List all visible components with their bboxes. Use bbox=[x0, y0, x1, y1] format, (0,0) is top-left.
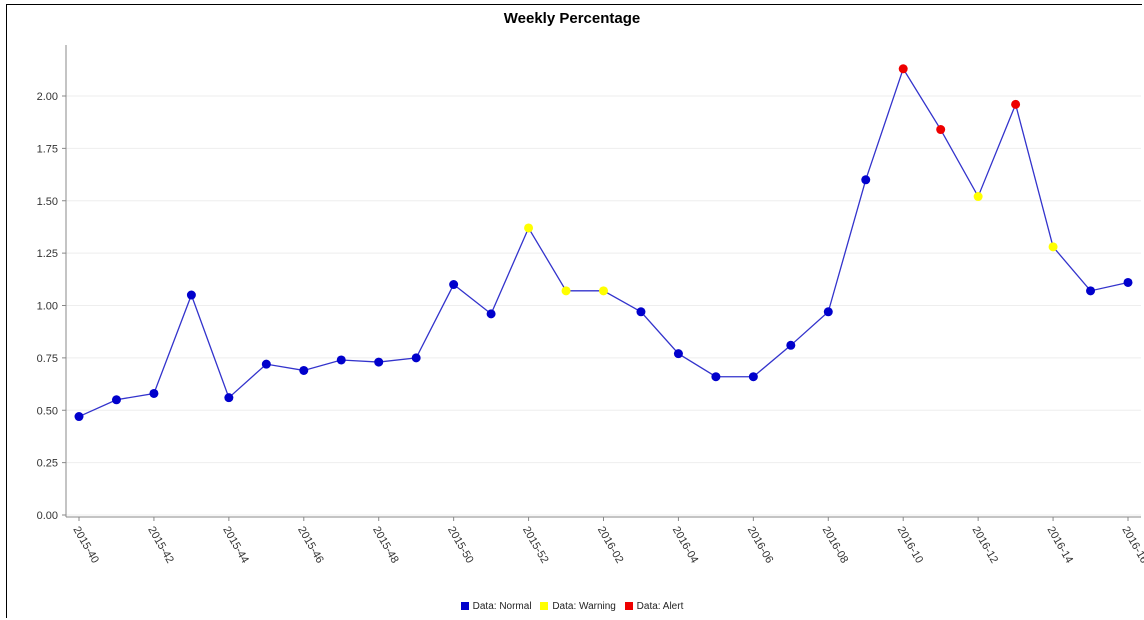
xtick-label: 2015-44 bbox=[220, 525, 251, 566]
xtick-label: 2015-50 bbox=[445, 525, 476, 566]
xtick-label: 2015-46 bbox=[295, 525, 326, 566]
chart-plot: 0.00 0.25 0.50 0.75 1.00 1.25 1.50 1.75 2.00 2015… bbox=[37, 45, 1144, 566]
data-point-normal bbox=[1086, 286, 1096, 296]
ytick-label: 0.00 bbox=[37, 510, 58, 522]
legend-label-alert: Data: Alert bbox=[636, 601, 684, 612]
xtick-label: 2016-14 bbox=[1044, 525, 1075, 566]
chart-title: Weekly Percentage bbox=[503, 10, 641, 27]
ytick-label: 0.50 bbox=[37, 405, 58, 417]
xtick-label: 2016-04 bbox=[670, 525, 701, 566]
data-point-normal bbox=[486, 309, 496, 319]
legend-swatch-alert bbox=[624, 602, 633, 610]
data-point-warning bbox=[973, 192, 983, 202]
xtick-label: 2016-02 bbox=[595, 525, 626, 566]
ytick-label: 0.25 bbox=[37, 458, 58, 470]
data-point-alert bbox=[1011, 99, 1021, 109]
data-point-warning bbox=[561, 286, 571, 296]
data-point-alert bbox=[898, 64, 908, 74]
ytick-label: 1.00 bbox=[37, 301, 58, 313]
data-point-normal bbox=[786, 340, 796, 350]
data-point-alert bbox=[936, 125, 946, 135]
legend-label-normal: Data: Normal bbox=[472, 601, 532, 612]
data-point-normal bbox=[711, 372, 721, 382]
data-point-normal bbox=[186, 290, 196, 300]
data-point-normal bbox=[411, 353, 421, 363]
ytick-label: 1.25 bbox=[37, 248, 58, 260]
xtick-label: 2015-40 bbox=[70, 525, 101, 566]
data-point-warning bbox=[599, 286, 608, 296]
legend-label-warning: Data: Warning bbox=[552, 601, 616, 612]
xtick-label: 2016-10 bbox=[895, 525, 926, 566]
legend-item-warning: Data: Warning bbox=[540, 601, 616, 612]
data-point-warning bbox=[524, 223, 534, 233]
xtick-label: 2016-06 bbox=[745, 525, 776, 566]
ytick-label: 1.75 bbox=[37, 143, 58, 155]
xtick-label: 2015-42 bbox=[145, 525, 176, 566]
legend-swatch-normal bbox=[460, 602, 469, 610]
data-point-normal bbox=[261, 359, 271, 369]
data-point-normal bbox=[861, 175, 871, 185]
xtick-label: 2015-52 bbox=[520, 525, 551, 566]
ytick-label: 0.75 bbox=[37, 353, 58, 365]
data-point-normal bbox=[149, 388, 159, 398]
data-point-normal bbox=[449, 280, 459, 290]
legend-item-alert: Data: Alert bbox=[624, 601, 684, 612]
data-point-normal bbox=[224, 393, 234, 403]
data-point-normal bbox=[374, 357, 384, 367]
data-point-normal bbox=[823, 307, 833, 317]
xtick-label: 2015-48 bbox=[370, 525, 401, 566]
chart-frame bbox=[6, 4, 1142, 618]
data-point-normal bbox=[748, 372, 758, 382]
data-point-normal bbox=[299, 365, 309, 375]
data-point-normal bbox=[673, 349, 683, 359]
data-point-warning bbox=[1048, 242, 1058, 252]
xtick-label: 2016-08 bbox=[820, 525, 851, 566]
chart-legend: Data: Normal Data: Warning Data: Alert bbox=[0, 601, 1144, 612]
xtick-label: 2016-16 bbox=[1119, 525, 1144, 566]
data-point-normal bbox=[336, 355, 346, 365]
legend-item-normal: Data: Normal bbox=[460, 601, 532, 612]
legend-swatch-warning bbox=[540, 602, 549, 610]
ytick-label: 1.50 bbox=[37, 196, 58, 208]
ytick-label: 2.00 bbox=[37, 91, 58, 103]
data-point-normal bbox=[636, 307, 646, 317]
data-point-normal bbox=[1123, 277, 1133, 287]
xtick-label: 2016-12 bbox=[970, 525, 1001, 566]
plot-area bbox=[66, 45, 1141, 517]
data-point-normal bbox=[111, 395, 121, 405]
data-point-normal bbox=[74, 412, 84, 422]
